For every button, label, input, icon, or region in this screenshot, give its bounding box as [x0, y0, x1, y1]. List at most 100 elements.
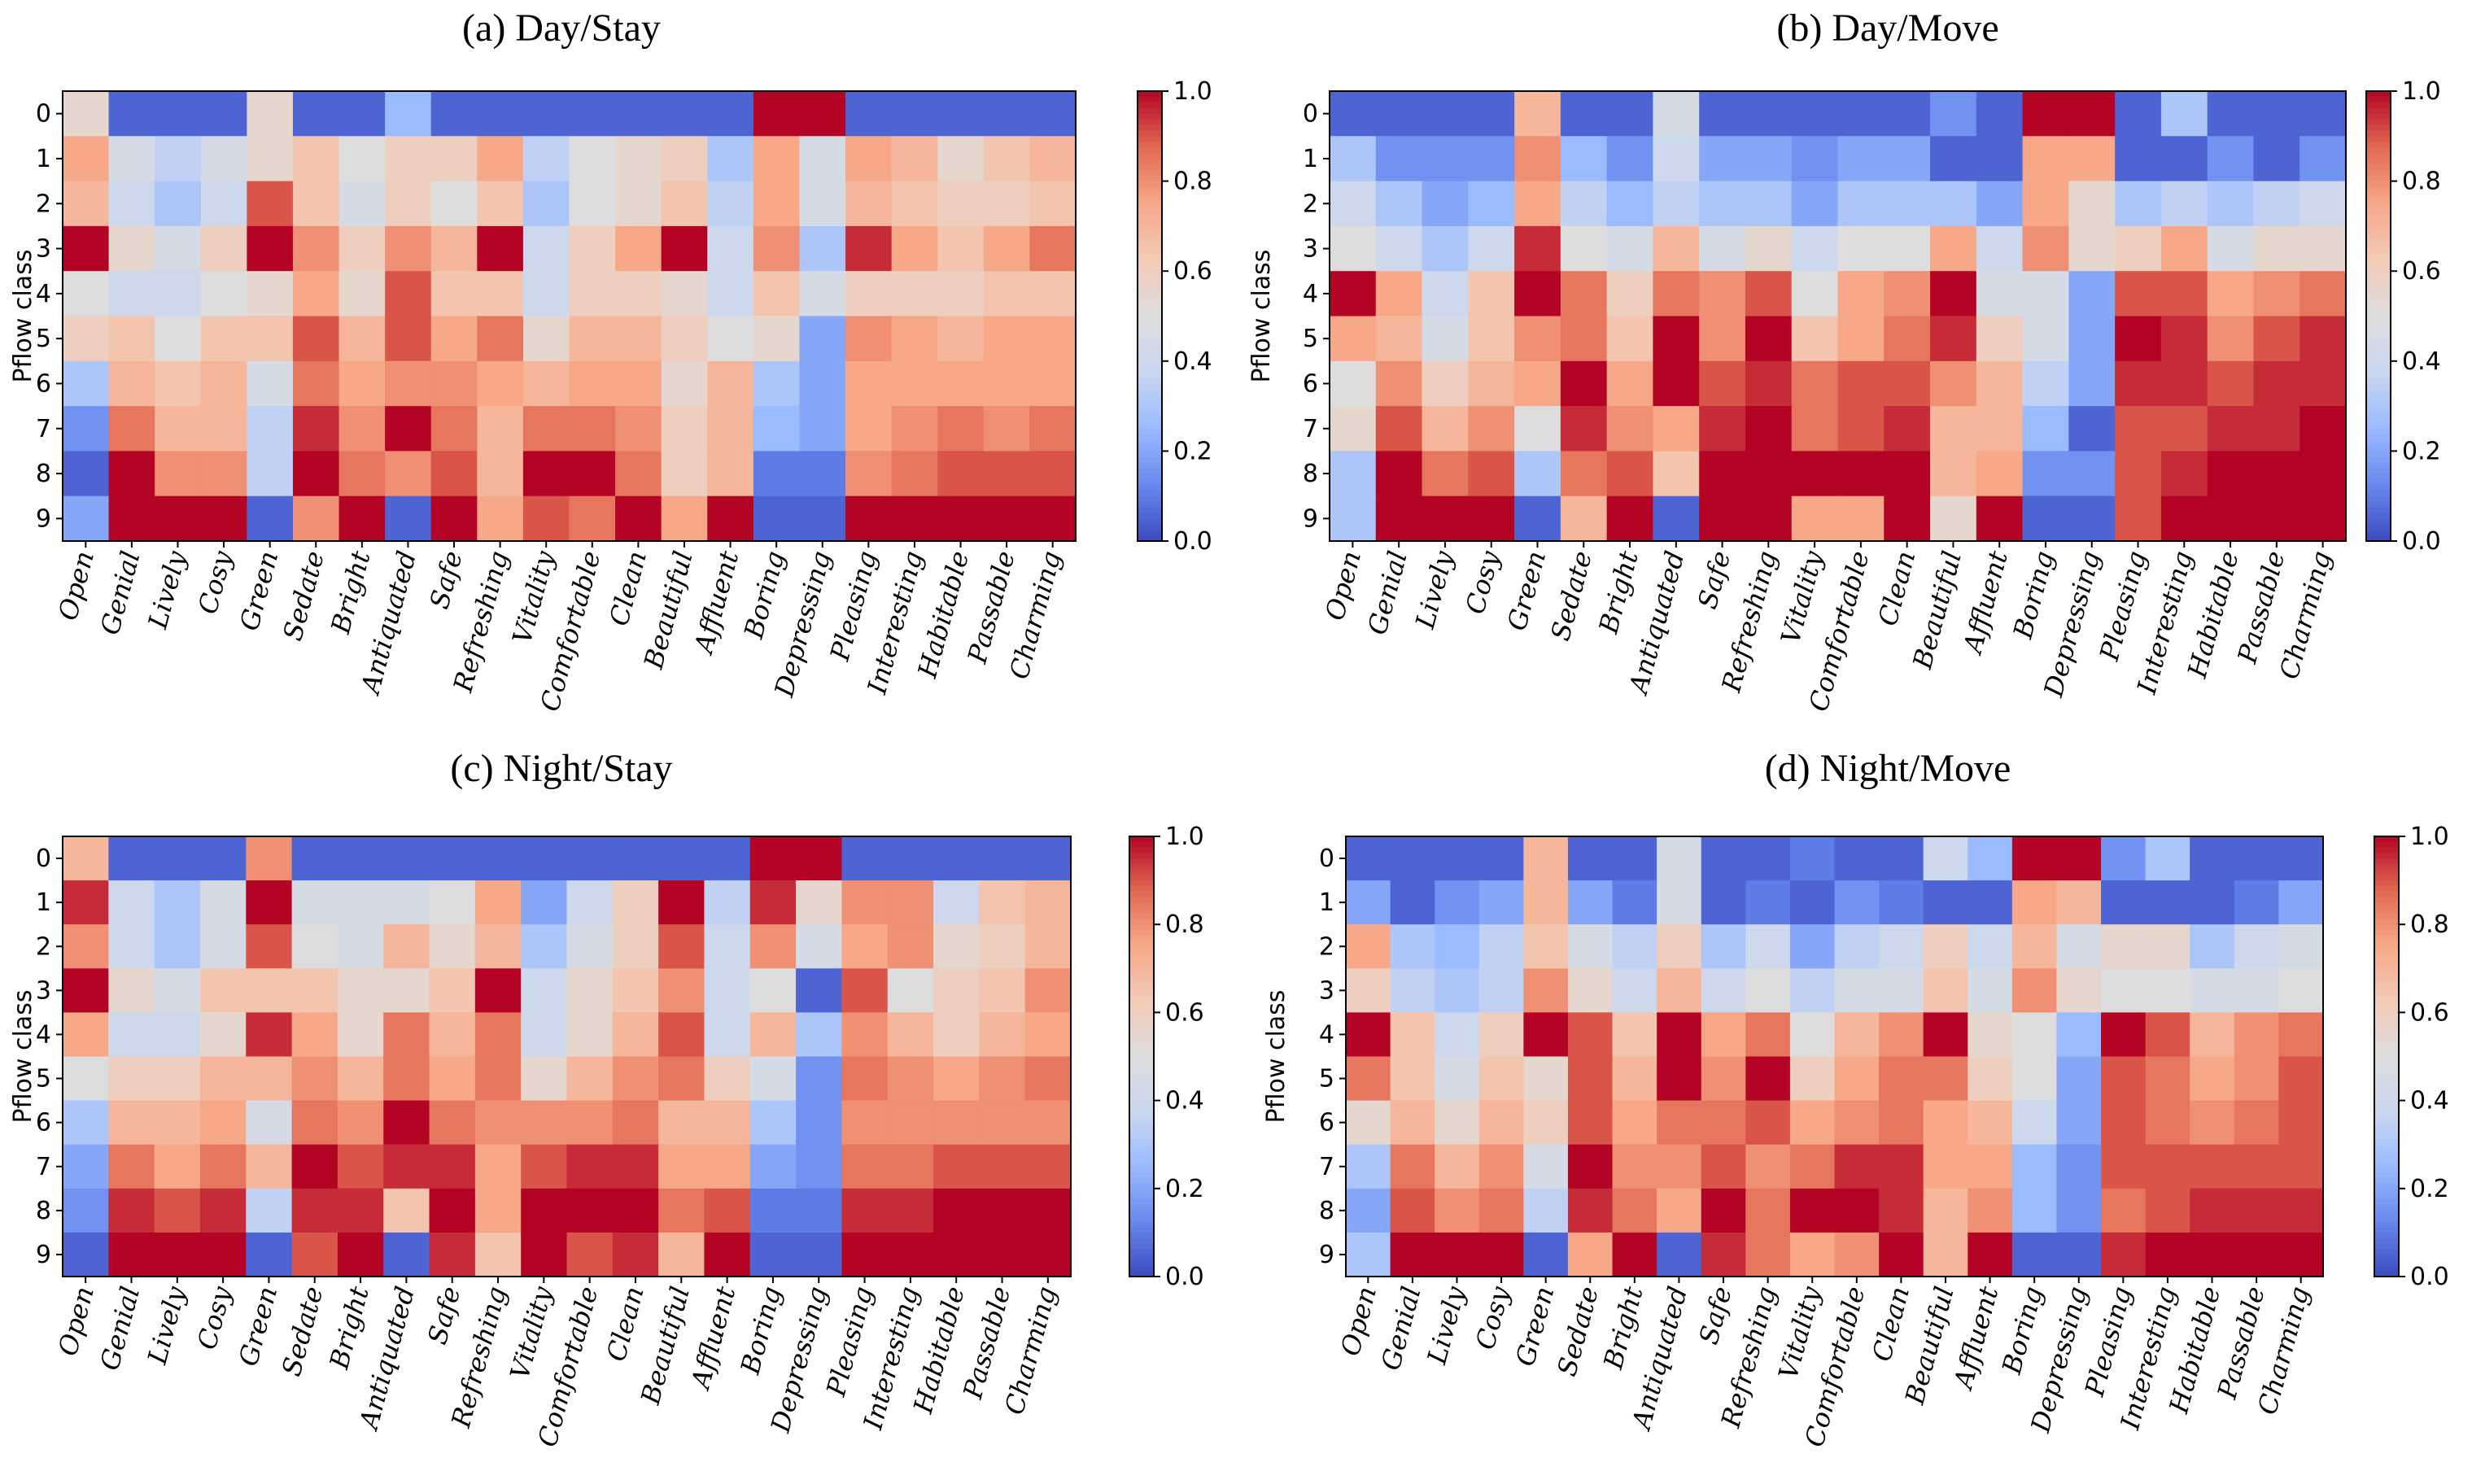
heatmap-cell — [887, 968, 934, 1013]
heatmap-panel: (b) Day/Move Pflow class 0 1 2 3 4 5 6 7 8 9OpenGen… — [1247, 7, 2441, 714]
colorbar-segment — [1138, 175, 1162, 182]
heatmap-cell — [1435, 836, 1480, 881]
x-tick-label: Cosy — [1470, 1282, 1516, 1352]
heatmap-cell — [292, 136, 340, 182]
y-axis-label: Pflow class — [1247, 250, 1276, 383]
heatmap-cell — [753, 406, 801, 452]
colorbar-segment — [2366, 299, 2391, 306]
heatmap-cell — [2278, 880, 2324, 925]
colorbar-segment — [1138, 231, 1162, 238]
colorbar-segment — [2366, 287, 2391, 295]
heatmap-cell — [1657, 1012, 1702, 1058]
heatmap-cell — [1923, 1144, 1968, 1189]
heatmap-cell — [2278, 1012, 2324, 1058]
colorbar-segment — [2374, 869, 2399, 876]
heatmap-cell — [1745, 406, 1793, 452]
heatmap-cell — [612, 880, 659, 925]
colorbar-segment — [1138, 102, 1162, 109]
heatmap-cell — [63, 1188, 109, 1233]
x-tick-label: Green — [1509, 1283, 1560, 1369]
heatmap-cell — [521, 1100, 568, 1146]
heatmap-cell — [615, 225, 662, 272]
heatmap-cell — [704, 1012, 751, 1058]
heatmap-cell — [1612, 1232, 1657, 1277]
heatmap-cell — [2190, 1144, 2235, 1189]
colorbar-segment — [2366, 484, 2391, 491]
colorbar-segment — [1129, 1094, 1154, 1102]
heatmap-cell — [615, 271, 662, 317]
heatmap-cell — [338, 360, 386, 407]
heatmap-cell — [521, 880, 568, 925]
heatmap-cell — [292, 451, 340, 497]
colorbar-segment — [1138, 395, 1162, 401]
colorbar-segment — [2374, 1188, 2399, 1195]
heatmap-cell — [1375, 225, 1423, 272]
colorbar-segment — [2366, 507, 2391, 514]
heatmap-cell — [1523, 1100, 1569, 1146]
heatmap-cell — [292, 360, 340, 407]
colorbar-segment — [2374, 929, 2399, 936]
heatmap-cell — [63, 924, 109, 969]
colorbar-segment — [2366, 406, 2391, 412]
heatmap-cell — [477, 225, 524, 272]
heatmap-cell — [338, 495, 386, 542]
heatmap-cell — [155, 91, 202, 137]
heatmap-cell — [155, 136, 202, 182]
heatmap-cell — [1745, 91, 1793, 137]
heatmap-cell — [1884, 360, 1931, 407]
heatmap-cell — [2160, 495, 2208, 542]
x-tick-label: Open — [1334, 1283, 1382, 1359]
heatmap-cell — [474, 968, 522, 1013]
heatmap-cell — [704, 924, 751, 969]
heatmap-cell — [612, 1056, 659, 1102]
heatmap-cell — [1422, 225, 1469, 272]
heatmap-cell — [569, 271, 616, 317]
heatmap-cell — [521, 1232, 568, 1277]
heatmap-cell — [199, 924, 247, 969]
colorbar-segment — [2374, 1018, 2399, 1024]
heatmap-cell — [63, 1056, 109, 1102]
heatmap-cell — [108, 316, 155, 362]
colorbar-segment — [2366, 260, 2391, 267]
heatmap-cell — [200, 136, 247, 182]
heatmap-cell — [753, 181, 801, 227]
heatmap-cell — [1657, 968, 1702, 1013]
heatmap-cell — [2115, 91, 2162, 137]
heatmap-cell — [247, 136, 294, 182]
heatmap-cell — [429, 924, 476, 969]
y-tick-label: 5 — [1303, 325, 1318, 353]
y-tick-label: 0 — [1303, 100, 1318, 129]
heatmap-cell — [2253, 271, 2300, 317]
colorbar-segment — [2366, 254, 2391, 261]
colorbar-segment — [2366, 451, 2391, 458]
heatmap-cell — [1612, 880, 1657, 925]
heatmap-cell — [2253, 225, 2300, 272]
heatmap-cell — [2068, 360, 2116, 407]
heatmap-cell — [522, 406, 570, 452]
heatmap-cell — [887, 880, 934, 925]
colorbar-segment — [2366, 445, 2391, 452]
heatmap-cell — [1390, 924, 1435, 969]
colorbar-segment — [2366, 282, 2391, 289]
colorbar-segment — [1129, 853, 1154, 859]
heatmap-cell — [1422, 360, 1469, 407]
heatmap-cell — [108, 1012, 155, 1058]
heatmap-cell — [658, 1012, 705, 1058]
colorbar-segment — [2366, 175, 2391, 182]
colorbar-segment — [1129, 1227, 1154, 1233]
colorbar-segment — [1129, 902, 1154, 909]
heatmap-cell — [1514, 451, 1561, 497]
y-tick-label: 1 — [36, 145, 51, 173]
y-axis-label: Pflow class — [1262, 990, 1291, 1124]
heatmap-cell — [291, 1012, 338, 1058]
colorbar-segment — [2366, 372, 2391, 379]
colorbar-segment — [2374, 990, 2399, 997]
colorbar-segment — [2366, 474, 2391, 480]
colorbar-segment — [1129, 880, 1154, 887]
colorbar-segment — [1138, 220, 1162, 227]
heatmap-cell — [63, 836, 109, 881]
heatmap-cell — [1478, 968, 1524, 1013]
y-tick-label: 9 — [1303, 504, 1318, 533]
heatmap-cell — [477, 451, 524, 497]
